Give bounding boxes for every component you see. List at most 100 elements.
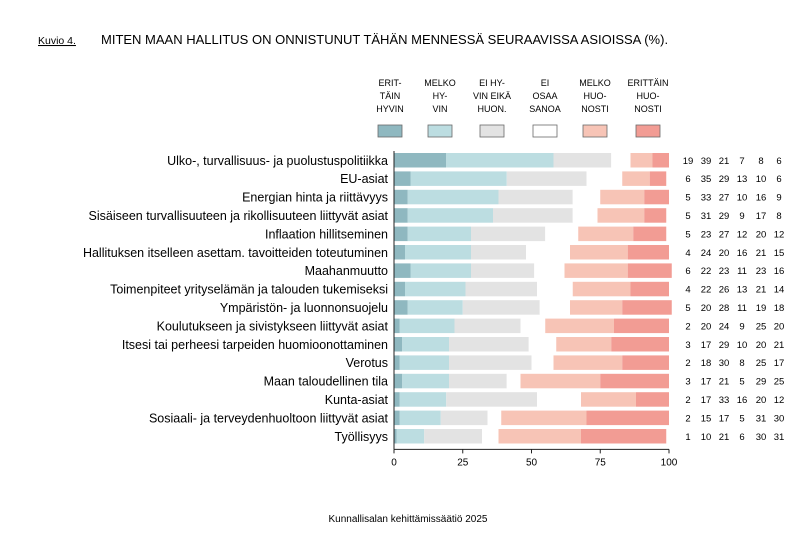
data-value: 20 — [701, 321, 712, 332]
data-value: 16 — [737, 395, 748, 406]
data-value: 23 — [701, 229, 712, 240]
category-label: Koulutukseen ja sivistykseen liittyvät a… — [157, 319, 389, 333]
bar-segment — [407, 208, 493, 223]
bar-segment — [410, 171, 507, 186]
bar-segment — [572, 208, 598, 223]
data-value: 16 — [756, 193, 767, 204]
legend-label: EI — [541, 78, 550, 88]
data-value: 24 — [701, 248, 712, 259]
data-value: 22 — [701, 285, 712, 296]
legend-swatch — [427, 124, 453, 138]
bar-segment — [531, 355, 554, 370]
legend-swatch — [479, 124, 505, 138]
bar-segment — [506, 373, 521, 389]
data-value: 13 — [737, 285, 748, 296]
bar-segment — [394, 263, 411, 278]
legend-label: HUON. — [478, 104, 507, 114]
bar-segment — [402, 373, 449, 389]
legend-label: NOSTI — [634, 104, 662, 114]
data-value: 22 — [701, 266, 712, 277]
data-value: 2 — [685, 321, 690, 332]
legend-swatch — [582, 124, 608, 138]
bar-segment — [528, 337, 557, 352]
data-value: 21 — [756, 248, 767, 259]
bar-segment — [611, 153, 631, 168]
data-value: 28 — [719, 303, 730, 314]
data-value: 3 — [685, 340, 690, 351]
data-value: 20 — [756, 229, 767, 240]
bar-segment — [545, 318, 614, 334]
bar-segment — [424, 429, 482, 444]
x-axis: 0 25 50 75 100 — [391, 151, 678, 468]
data-value: 9 — [739, 321, 744, 332]
data-value: 23 — [719, 266, 730, 277]
data-value: 3 — [685, 377, 690, 388]
data-value: 19 — [756, 303, 767, 314]
data-value: 6 — [739, 432, 744, 443]
data-value: 17 — [774, 358, 785, 369]
data-value: 15 — [701, 413, 712, 424]
bar-segment — [644, 208, 667, 223]
data-value: 30 — [774, 413, 785, 424]
legend-swatch — [532, 124, 558, 138]
data-value: 21 — [756, 285, 767, 296]
bar-segment — [394, 171, 411, 186]
bar-segment — [545, 226, 579, 242]
bar-segment — [440, 410, 488, 426]
bar-segment — [520, 318, 546, 334]
bar-segment — [622, 355, 669, 370]
data-value: 11 — [737, 303, 747, 314]
data-value: 17 — [719, 413, 730, 424]
bar-segment — [454, 318, 521, 334]
data-value: 20 — [756, 340, 767, 351]
data-value: 20 — [756, 395, 767, 406]
data-value: 17 — [701, 377, 712, 388]
category-label: Energian hinta ja riittävyys — [242, 191, 388, 205]
bar-segment — [446, 392, 537, 407]
data-value: 33 — [719, 395, 730, 406]
bar-segment — [462, 300, 540, 315]
data-value: 25 — [756, 321, 767, 332]
bar-segment — [394, 355, 400, 370]
category-label: Ulko-, turvallisuus- ja puolustuspolitii… — [167, 154, 388, 168]
bar-segment — [471, 245, 526, 260]
data-value: 39 — [701, 156, 712, 167]
data-value: 12 — [774, 229, 785, 240]
bar-segment — [394, 245, 405, 260]
x-tick-label: 100 — [661, 457, 678, 468]
data-value: 1 — [685, 432, 690, 443]
data-value: 12 — [737, 229, 748, 240]
bar-segment — [622, 171, 650, 186]
bar-segment — [506, 171, 587, 186]
bar-segment — [614, 318, 669, 334]
data-value: 20 — [774, 321, 785, 332]
data-value: 29 — [719, 174, 730, 185]
bar-segment — [611, 337, 669, 352]
bar-segment — [649, 171, 667, 186]
bar-segment — [465, 281, 537, 297]
bar-segment — [407, 300, 463, 315]
bar-segment — [394, 281, 405, 297]
figure-label: Kuvio 4. — [38, 35, 76, 47]
data-value: 19 — [683, 156, 694, 167]
category-label: Itsesi tai perheesi tarpeiden huomioonot… — [122, 338, 388, 352]
data-value: 29 — [756, 377, 767, 388]
legend-label: VIN EIKÄ — [473, 91, 511, 101]
bar-segment — [553, 355, 623, 370]
bar-segment — [501, 410, 587, 426]
data-value: 8 — [739, 358, 744, 369]
data-value: 16 — [774, 266, 785, 277]
bar-segment — [633, 226, 667, 242]
bar-segment — [652, 153, 669, 168]
data-value: 6 — [685, 174, 690, 185]
bar-segment — [471, 226, 546, 242]
bar-segment — [498, 429, 581, 444]
bar-segment — [586, 410, 669, 426]
data-value: 21 — [774, 340, 785, 351]
data-value: 20 — [701, 303, 712, 314]
chart-title: MITEN MAAN HALLITUS ON ONNISTUNUT TÄHÄN … — [101, 32, 668, 47]
data-value: 10 — [737, 193, 748, 204]
data-value: 10 — [701, 432, 712, 443]
legend-label: HUO- — [584, 91, 607, 101]
